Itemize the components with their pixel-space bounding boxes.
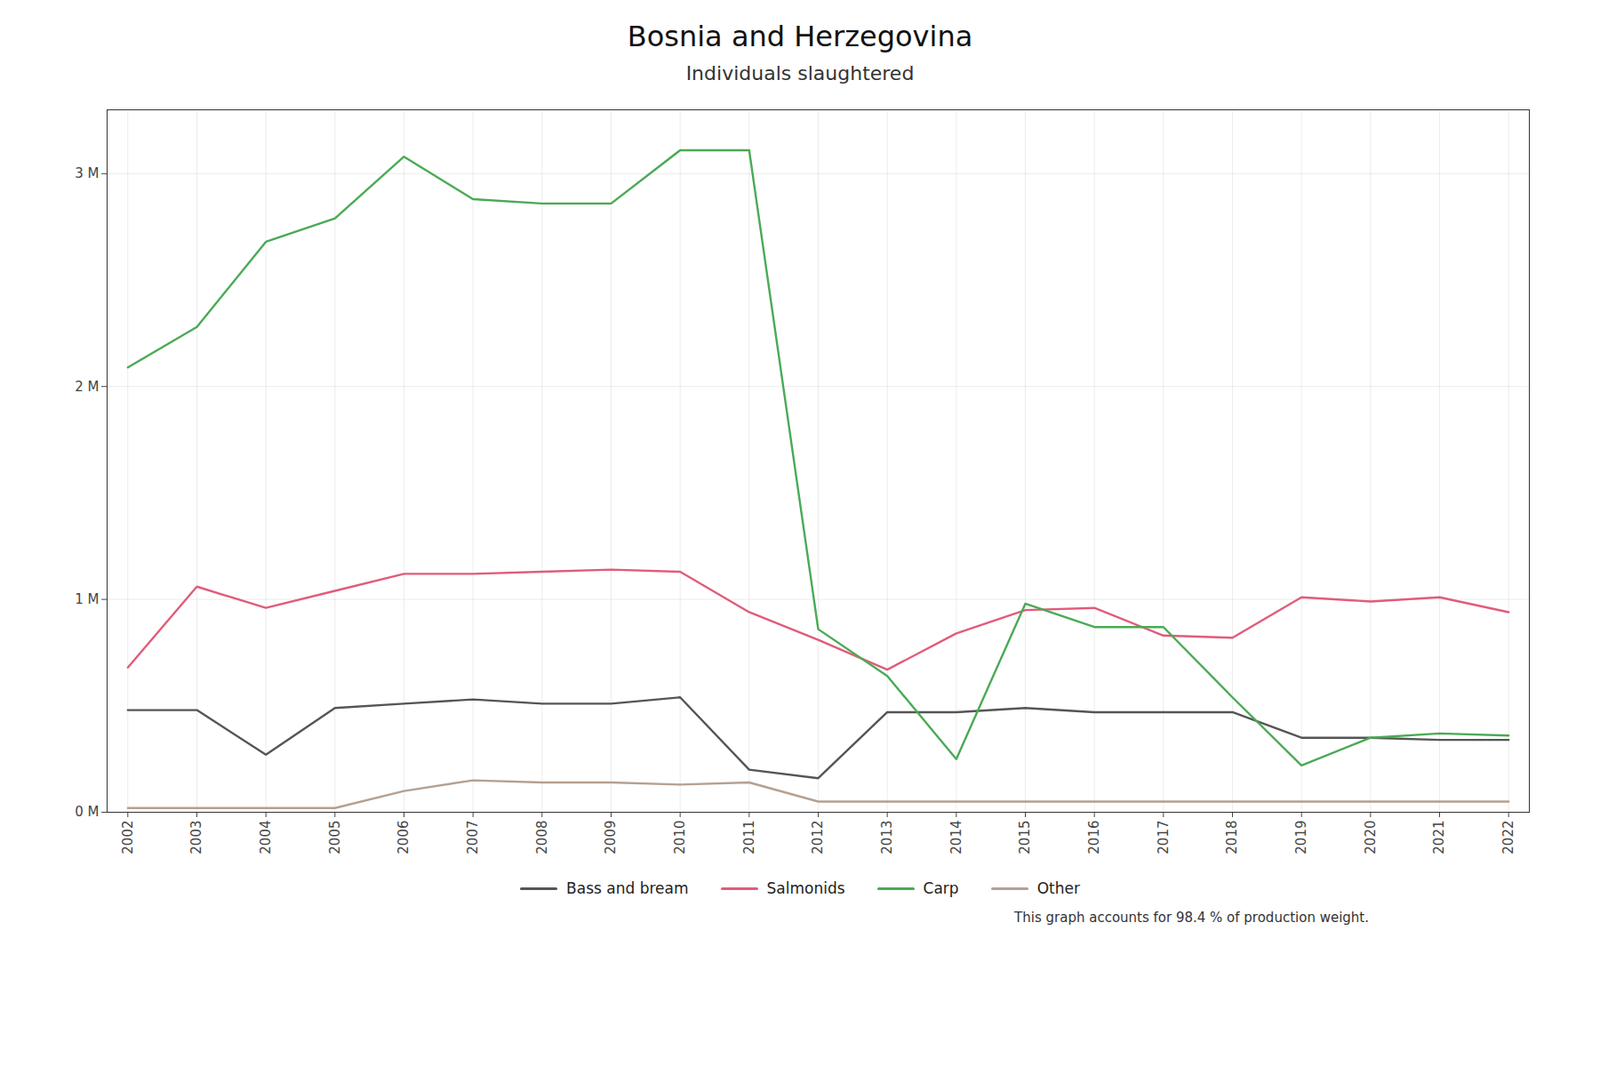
html-text:Carp: Carp — [923, 879, 959, 897]
svg-text:2020: 2020 — [1362, 820, 1379, 855]
svg-text:0 M: 0 M — [74, 803, 99, 820]
svg-text:2010: 2010 — [672, 820, 688, 855]
html-text:Bosnia and Herzegovina: Bosnia and Herzegovina — [627, 19, 973, 54]
html-text:Salmonids: Salmonids — [766, 879, 845, 897]
svg-text:2015: 2015 — [1016, 820, 1033, 855]
svg-text:2007: 2007 — [464, 820, 481, 855]
svg-text:2018: 2018 — [1224, 820, 1240, 855]
svg-text:2008: 2008 — [534, 820, 551, 855]
html-text:Other: Other — [1036, 879, 1080, 897]
html-text:Bass and bream: Bass and bream — [566, 879, 689, 897]
svg-text:2011: 2011 — [741, 820, 758, 855]
svg-text:2014: 2014 — [948, 820, 965, 855]
svg-text:2021: 2021 — [1431, 820, 1448, 855]
svg-text:2013: 2013 — [879, 820, 896, 855]
svg-text:2017: 2017 — [1155, 820, 1172, 855]
svg-text:2 M: 2 M — [74, 378, 99, 395]
svg-text:2006: 2006 — [395, 820, 412, 855]
svg-text:2022: 2022 — [1500, 820, 1517, 855]
svg-text:1 M: 1 M — [74, 591, 99, 608]
svg-text:2005: 2005 — [327, 820, 344, 855]
svg-text:2016: 2016 — [1086, 820, 1103, 855]
svg-text:3 M: 3 M — [74, 165, 99, 182]
svg-text:2012: 2012 — [809, 820, 826, 855]
svg-text:2002: 2002 — [120, 820, 136, 855]
svg-text:2004: 2004 — [257, 820, 274, 855]
html-text:Individuals slaughtered: Individuals slaughtered — [685, 62, 915, 85]
svg-text:2003: 2003 — [188, 820, 205, 855]
svg-text:2019: 2019 — [1293, 820, 1310, 855]
html-text:This graph accounts for 98.4 %: This graph accounts for 98.4 % of produc… — [1014, 909, 1369, 926]
svg-text:2009: 2009 — [602, 820, 619, 855]
